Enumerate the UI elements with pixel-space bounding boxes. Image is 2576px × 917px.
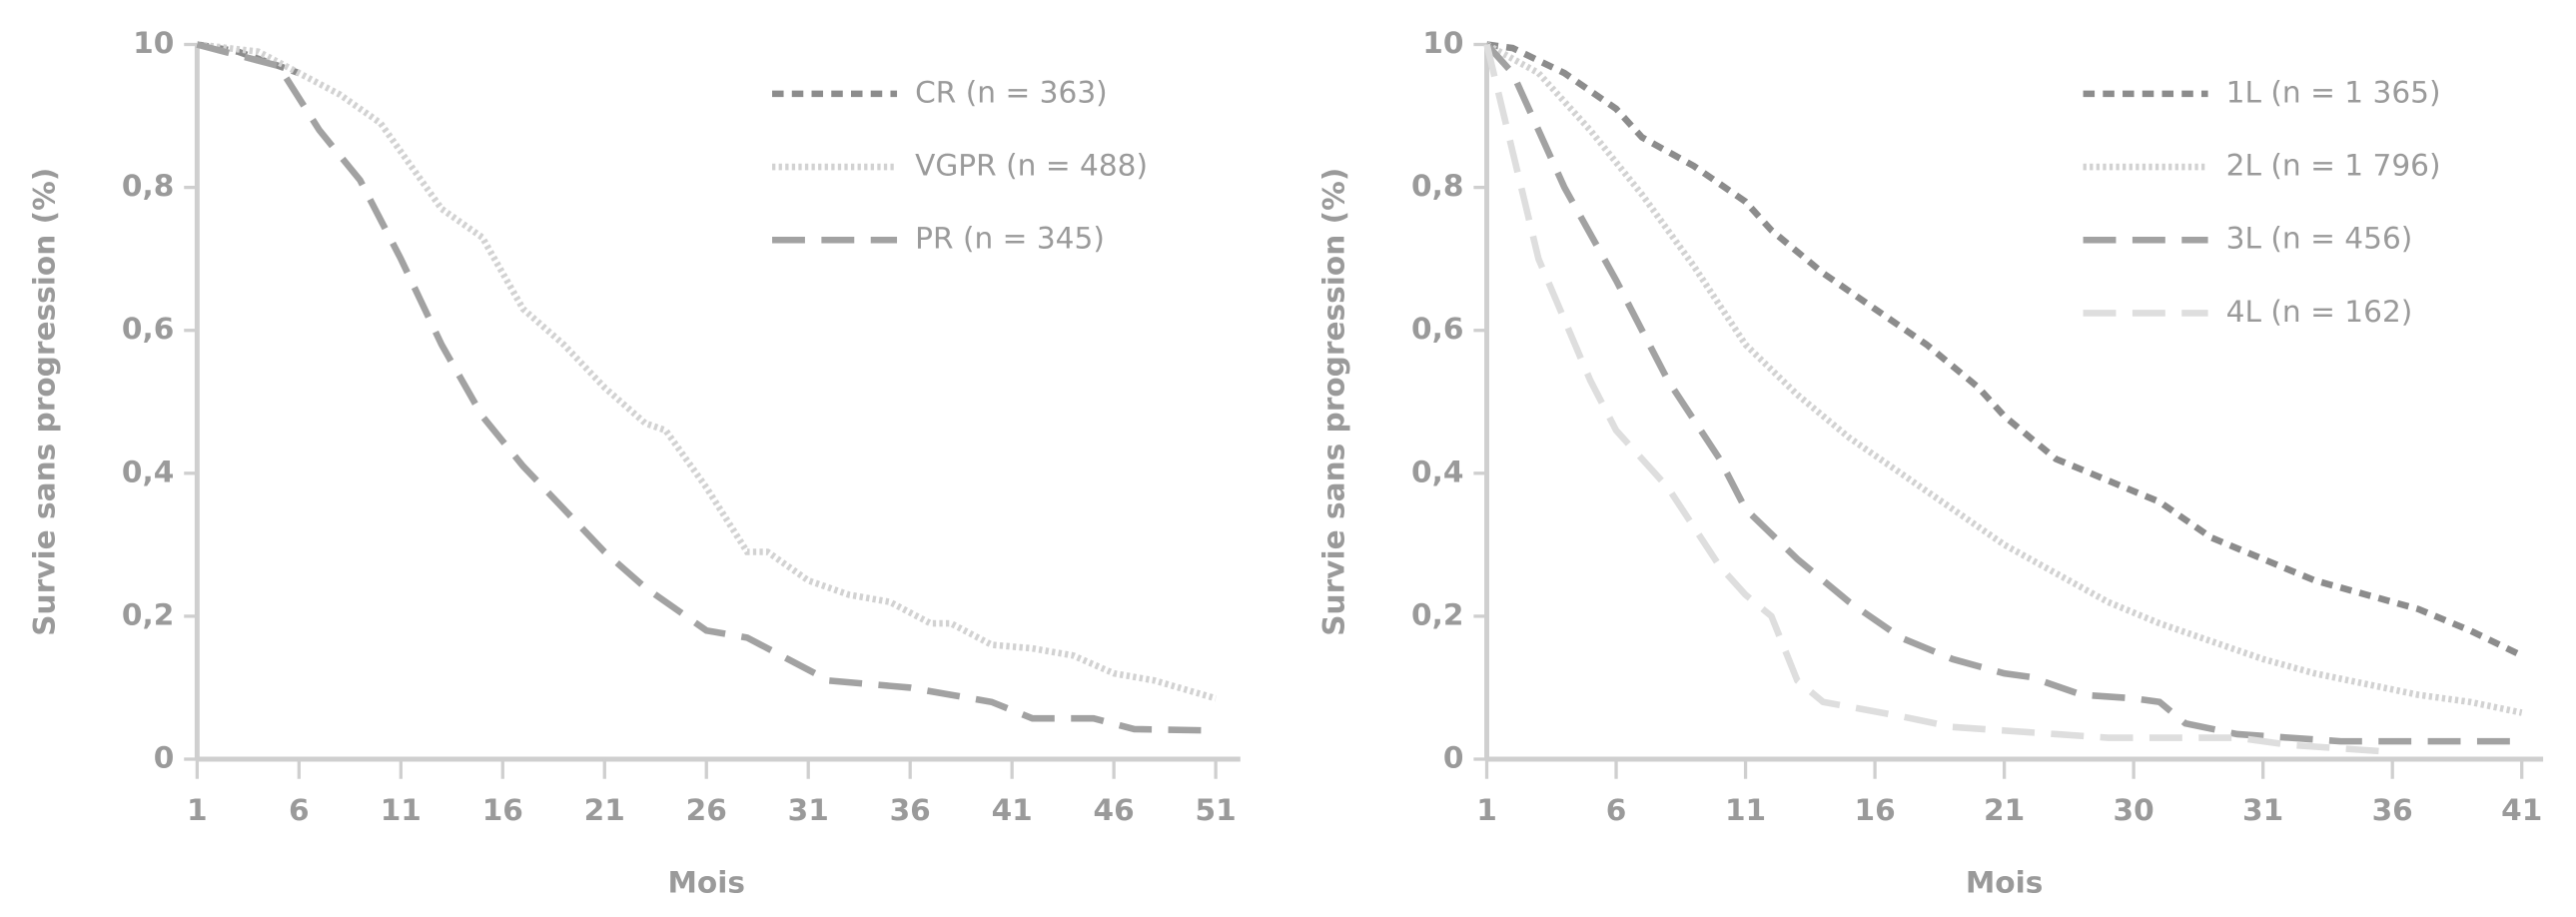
x-tick-label: 41	[2501, 793, 2542, 827]
y-axis-title: Survie sans progression (%)	[28, 168, 62, 636]
legend-label: VGPR (n = 488)	[915, 149, 1148, 183]
legend-label: CR (n = 363)	[915, 75, 1108, 109]
y-tick-label: 0,2	[122, 597, 174, 631]
y-axis-title: Survie sans progression (%)	[1317, 168, 1351, 636]
x-tick-label: 1	[1476, 793, 1497, 827]
y-tick-label: 0,4	[1411, 455, 1463, 488]
x-tick-label: 41	[992, 793, 1033, 827]
x-tick-label: 1	[187, 793, 208, 827]
x-tick-label: 11	[1725, 793, 1766, 827]
y-tick-label: 0,6	[1411, 312, 1463, 346]
legend-label: 2L (n = 1 796)	[2226, 149, 2441, 183]
survival-curve	[1484, 41, 2523, 716]
x-tick-label: 6	[289, 793, 310, 827]
x-tick-label: 26	[686, 793, 727, 827]
x-tick-label: 51	[1196, 793, 1237, 827]
legend-label: PR (n = 345)	[915, 222, 1105, 256]
survival-curve	[1483, 43, 2393, 756]
survival-curve	[1484, 42, 2522, 745]
x-tick-label: 21	[1984, 793, 2025, 827]
x-tick-label: 21	[584, 793, 625, 827]
x-tick-label: 46	[1094, 793, 1135, 827]
x-tick-label: 30	[2114, 793, 2154, 827]
y-tick-label: 0,2	[1411, 597, 1463, 631]
x-tick-label: 11	[381, 793, 422, 827]
y-tick-label: 10	[1422, 26, 1463, 60]
legend-label: 4L (n = 162)	[2226, 295, 2413, 329]
x-tick-label: 36	[890, 793, 931, 827]
y-tick-label: 0	[154, 740, 175, 774]
survival-curve	[196, 41, 1218, 702]
x-tick-label: 6	[1606, 793, 1627, 827]
x-tick-label: 31	[788, 793, 829, 827]
x-tick-label: 16	[1855, 793, 1896, 827]
legend-label: 3L (n = 456)	[2226, 222, 2413, 256]
x-tick-label: 36	[2372, 793, 2413, 827]
y-tick-label: 0,6	[122, 312, 174, 346]
survival-curve	[1486, 41, 2524, 659]
y-tick-label: 0,8	[122, 169, 174, 203]
y-tick-label: 0,4	[122, 455, 174, 488]
survival-curve	[196, 41, 1217, 734]
x-axis-title: Mois	[667, 865, 745, 899]
x-axis-title: Mois	[1966, 865, 2044, 899]
x-tick-label: 16	[482, 793, 523, 827]
legend-label: 1L (n = 1 365)	[2226, 75, 2441, 109]
y-tick-label: 10	[133, 26, 174, 60]
y-tick-label: 0	[1443, 740, 1464, 774]
x-tick-label: 31	[2242, 793, 2283, 827]
y-tick-label: 0,8	[1411, 169, 1463, 203]
